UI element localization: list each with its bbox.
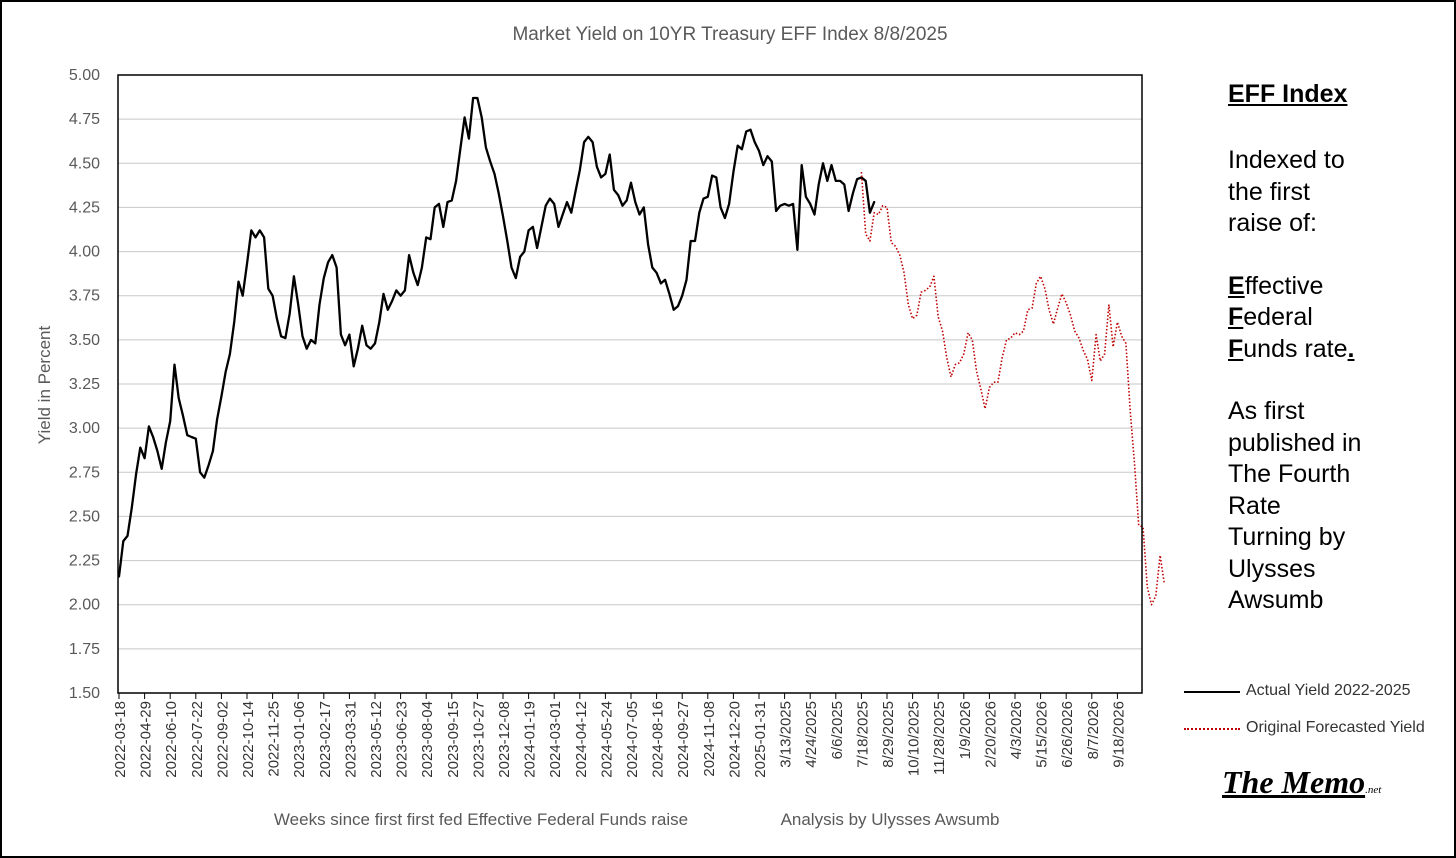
sidebar-line: Ulysses: [1228, 554, 1316, 583]
y-tick-label: 4.00: [69, 244, 100, 261]
y-tick-label: 3.75: [69, 288, 100, 305]
y-axis-label: Yield in Percent: [35, 326, 54, 445]
y-tick-label: 2.50: [69, 508, 100, 525]
y-tick-label: 2.00: [69, 597, 100, 614]
x-tick-label: 9/18/2026: [1110, 701, 1127, 768]
x-tick-label: 2024-08-16: [650, 701, 667, 778]
y-tick-label: 4.50: [69, 155, 100, 172]
x-tick-label: 8/7/2026: [1085, 701, 1102, 759]
x-tick-label: 2023-10-27: [470, 701, 487, 778]
legend-swatch-actual: [1184, 691, 1240, 693]
y-tick-label: 2.75: [69, 464, 100, 481]
x-tick-label: 2022-10-14: [240, 701, 257, 778]
x-tick-label: 6/6/2025: [829, 701, 846, 759]
x-tick-label: 2024-05-24: [598, 701, 615, 778]
y-tick-label: 2.25: [69, 553, 100, 570]
legend-swatch-forecast: [1184, 728, 1240, 730]
sidebar-line: the first: [1228, 177, 1310, 206]
sidebar-eff-line: Effective: [1228, 271, 1324, 300]
x-tick-label: 2024-07-05: [624, 701, 641, 778]
x-tick-label: 2024-03-01: [547, 701, 564, 778]
series-group: [117, 96, 1166, 606]
x-tick-label: 2023-02-17: [317, 701, 334, 778]
x-tick-label: 6/26/2026: [1059, 701, 1076, 768]
x-tick-label: 2023-03-31: [342, 701, 359, 778]
y-tick-label: 4.25: [69, 199, 100, 216]
y-tick-label: 3.50: [69, 332, 100, 349]
y-tick-label: 3.25: [69, 376, 100, 393]
x-axis-ticks: 2022-03-18 2022-04-29 2022-06-10 2022-07-22…: [112, 693, 1127, 778]
x-tick-label: 4/24/2025: [803, 701, 820, 768]
sidebar-line: Indexed to: [1228, 146, 1345, 174]
x-tick-label: 2023-08-04: [419, 701, 436, 778]
x-tick-label: 2022-04-29: [138, 701, 155, 778]
y-axis-ticks: 5.00 4.75 4.50 4.25 4.00 3.75 3.50 3.25 3.00 2.75…: [69, 67, 100, 702]
sidebar-line: Rate: [1228, 491, 1281, 520]
sidebar-note: EFF Index Indexed to the first raise of:…: [1228, 80, 1448, 617]
sidebar-title: EFF Index: [1228, 80, 1348, 108]
y-tick-label: 1.75: [69, 641, 100, 658]
x-tick-label: 3/13/2025: [778, 701, 795, 768]
y-tick-label: 5.00: [69, 67, 100, 84]
x-tick-label: 2023-06-23: [394, 701, 411, 778]
legend-label-forecast: Original Forecasted Yield: [1246, 719, 1425, 736]
y-tick-label: 3.00: [69, 420, 100, 437]
sidebar-line: Awsumb: [1228, 586, 1324, 614]
sidebar-line: raise of:: [1228, 209, 1317, 237]
logo-sub-text: .net: [1365, 784, 1382, 796]
x-tick-label: 2024-09-27: [675, 701, 692, 778]
y-tick-label: 4.75: [69, 111, 100, 128]
x-tick-label: 2022-11-25: [266, 701, 283, 777]
gridlines: [118, 74, 1142, 694]
x-tick-label: 1/9/2026: [957, 701, 974, 759]
x-tick-label: 2023-12-08: [496, 701, 513, 778]
chart-title: Market Yield on 10YR Treasury EFF Index …: [512, 24, 947, 45]
x-tick-label: 8/29/2025: [880, 701, 897, 768]
sidebar-line: As first: [1228, 397, 1305, 425]
x-tick-label: 2024-11-08: [701, 701, 718, 777]
x-tick-label: 2022-03-18: [112, 701, 129, 778]
sidebar-line: The Fourth: [1228, 460, 1351, 488]
x-tick-label: 10/10/2025: [906, 701, 923, 776]
sidebar-line: Turning by: [1228, 523, 1346, 551]
x-tick-label: 2022-07-22: [189, 701, 206, 778]
x-tick-label: 2022-06-10: [163, 701, 180, 778]
x-tick-label: 2023-05-12: [368, 701, 385, 778]
x-tick-label: 11/28/2025: [931, 701, 948, 775]
the-memo-logo: The Memo.net: [1222, 764, 1381, 801]
sidebar-eff-line: Federal: [1228, 303, 1313, 331]
x-tick-label: 7/18/2025: [854, 701, 871, 768]
x-tick-label: 5/15/2026: [1034, 701, 1051, 768]
logo-main-text: The Memo: [1222, 764, 1366, 800]
x-tick-label: 2022-09-02: [214, 701, 231, 778]
x-tick-label: 4/3/2026: [1008, 701, 1025, 759]
x-axis-label: Weeks since first first fed Effective Fe…: [274, 810, 688, 829]
x-tick-label: 2024-01-19: [522, 701, 539, 778]
sidebar-line: published in: [1228, 428, 1362, 457]
sidebar-eff-line: Funds rate.: [1228, 334, 1355, 363]
x-tick-label: 2025-01-31: [752, 701, 769, 778]
series-line-actual: [117, 96, 876, 578]
x-tick-label: 2024-12-20: [726, 701, 743, 778]
x-tick-label: 2024-04-12: [573, 701, 590, 778]
x-axis-note: Analysis by Ulysses Awsumb: [781, 810, 1000, 829]
series-line-forecast: [860, 172, 1166, 606]
x-tick-label: 2/20/2026: [982, 701, 999, 768]
x-tick-label: 2023-01-06: [291, 701, 308, 778]
x-tick-label: 2023-09-15: [445, 701, 462, 778]
legend-label-actual: Actual Yield 2022-2025: [1246, 682, 1411, 699]
plot-area-border: [117, 74, 1143, 694]
y-tick-label: 1.50: [69, 685, 100, 702]
